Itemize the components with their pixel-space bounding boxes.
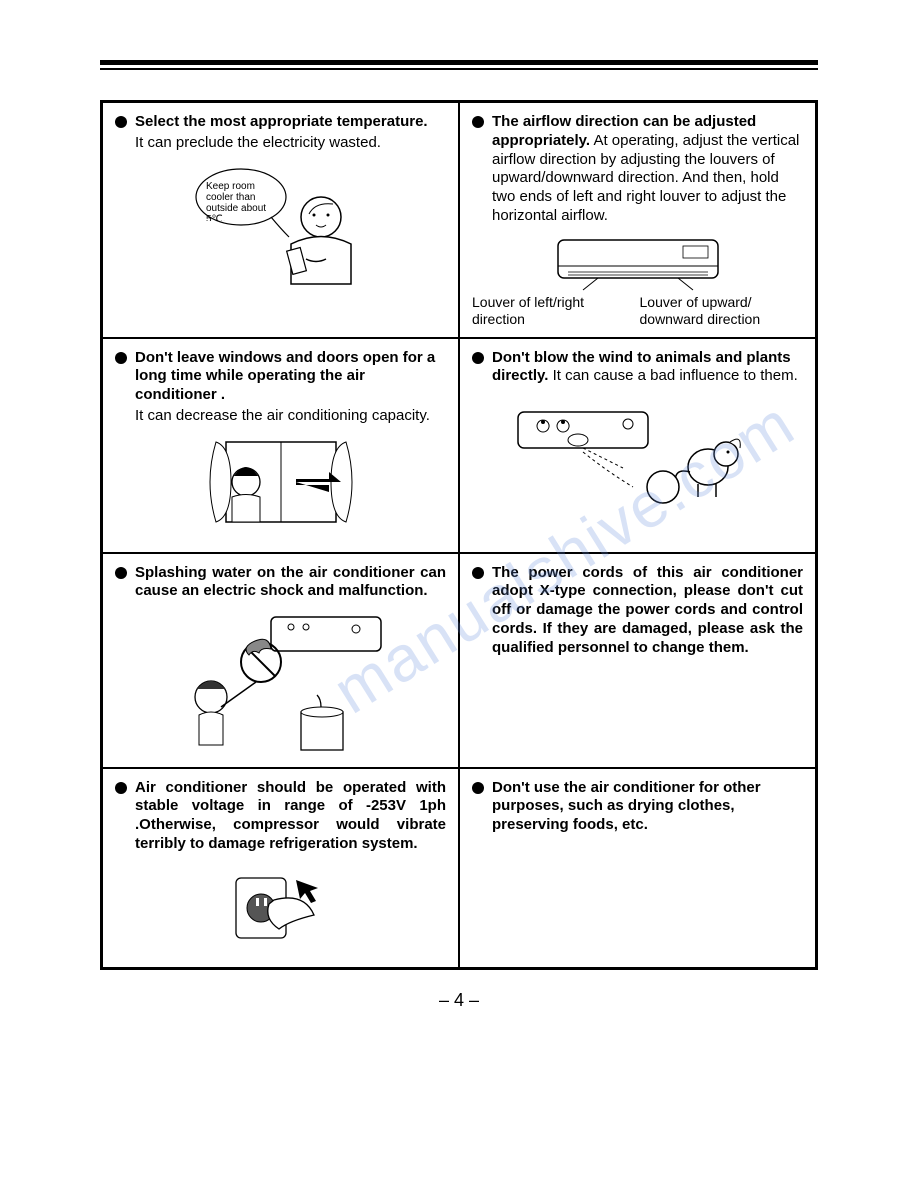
- heading: The power cords of this air conditioner …: [492, 564, 803, 656]
- bullet-icon: [472, 352, 484, 364]
- caption-left: Louver of left/right direction: [472, 294, 636, 329]
- cell-airflow: The airflow direction can be adjusted ap…: [459, 102, 816, 338]
- heading: Splashing water on the air conditioner c…: [135, 564, 446, 600]
- ac-unit-illustration: [528, 232, 748, 292]
- heading: Air conditioner should be operated with …: [135, 779, 446, 852]
- cell-animals: Don't blow the wind to animals and plant…: [459, 338, 816, 553]
- bullet-icon: [472, 116, 484, 128]
- body-text: It can decrease the air conditioning cap…: [135, 407, 446, 426]
- bullet-icon: [115, 567, 127, 579]
- cell-temperature: Select the most appropriate temperature.…: [102, 102, 459, 338]
- ac-dog-illustration: [508, 392, 768, 522]
- bullet-icon: [115, 352, 127, 364]
- water-splash-illustration: [171, 607, 391, 757]
- caption-right: Louver of upward/ downward direction: [640, 294, 804, 329]
- speech-bubble-text: Keep room cooler than outside about 5℃.: [206, 181, 278, 221]
- louver-captions: Louver of left/right direction Louver of…: [472, 294, 803, 329]
- body-text: It can preclude the electricity wasted.: [135, 134, 446, 153]
- bullet-icon: [115, 116, 127, 128]
- cell-windows: Don't leave windows and doors open for a…: [102, 338, 459, 553]
- cell-water: Splashing water on the air conditioner c…: [102, 553, 459, 768]
- window-illustration: [176, 432, 386, 542]
- heading: Select the most appropriate temperature.: [135, 113, 428, 130]
- plug-illustration: [216, 860, 346, 955]
- person-remote-illustration: Keep room cooler than outside about 5℃.: [181, 159, 381, 299]
- tips-grid: Select the most appropriate temperature.…: [100, 100, 818, 970]
- heading: Don't use the air conditioner for other …: [492, 779, 761, 834]
- bullet-icon: [115, 782, 127, 794]
- page-number: – 4 –: [100, 990, 818, 1011]
- cell-power-cords: The power cords of this air conditioner …: [459, 553, 816, 768]
- top-rule: [100, 60, 818, 70]
- bullet-icon: [472, 782, 484, 794]
- cell-other-purposes: Don't use the air conditioner for other …: [459, 768, 816, 968]
- heading: Don't leave windows and doors open for a…: [135, 349, 435, 404]
- bullet-icon: [472, 567, 484, 579]
- cell-voltage: Air conditioner should be operated with …: [102, 768, 459, 968]
- body-text: It can cause a bad influence to them.: [548, 367, 797, 384]
- manual-page: Select the most appropriate temperature.…: [0, 0, 918, 1051]
